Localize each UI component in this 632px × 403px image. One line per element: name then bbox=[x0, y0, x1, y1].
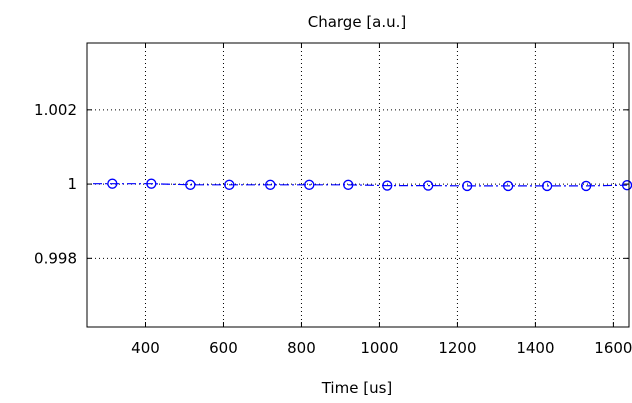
x-tick-label: 800 bbox=[287, 339, 316, 357]
chart-title: Charge [a.u.] bbox=[308, 13, 407, 31]
series-layer bbox=[93, 178, 632, 192]
data-point bbox=[462, 180, 473, 192]
data-point bbox=[265, 179, 276, 190]
series-line bbox=[93, 183, 628, 187]
data-point bbox=[107, 178, 118, 189]
plot-frame bbox=[86, 42, 630, 328]
data-point bbox=[423, 180, 434, 191]
y-tick-label: 1.002 bbox=[34, 101, 77, 119]
y-tick-label: 0.998 bbox=[34, 249, 77, 267]
grid bbox=[87, 43, 629, 327]
data-point bbox=[304, 179, 315, 190]
x-tick-label: 400 bbox=[131, 339, 160, 357]
data-point bbox=[343, 179, 354, 190]
x-tick-label: 1200 bbox=[438, 339, 476, 357]
ticks: 400 600 800 1000 1200 1400 1600 0.998 1 1.002 bbox=[34, 43, 632, 357]
data-point bbox=[502, 180, 514, 192]
data-point bbox=[541, 180, 553, 192]
data-point bbox=[580, 180, 592, 192]
x-axis-label: Time [us] bbox=[321, 379, 393, 397]
x-tick-label: 600 bbox=[209, 339, 238, 357]
data-point bbox=[224, 179, 235, 190]
x-tick-label: 1000 bbox=[360, 339, 398, 357]
data-point bbox=[382, 180, 393, 191]
x-tick-label: 1600 bbox=[594, 339, 632, 357]
data-point bbox=[146, 178, 157, 189]
y-tick-label: 1 bbox=[67, 175, 77, 193]
data-point bbox=[185, 179, 196, 190]
x-tick-label: 1400 bbox=[516, 339, 554, 357]
